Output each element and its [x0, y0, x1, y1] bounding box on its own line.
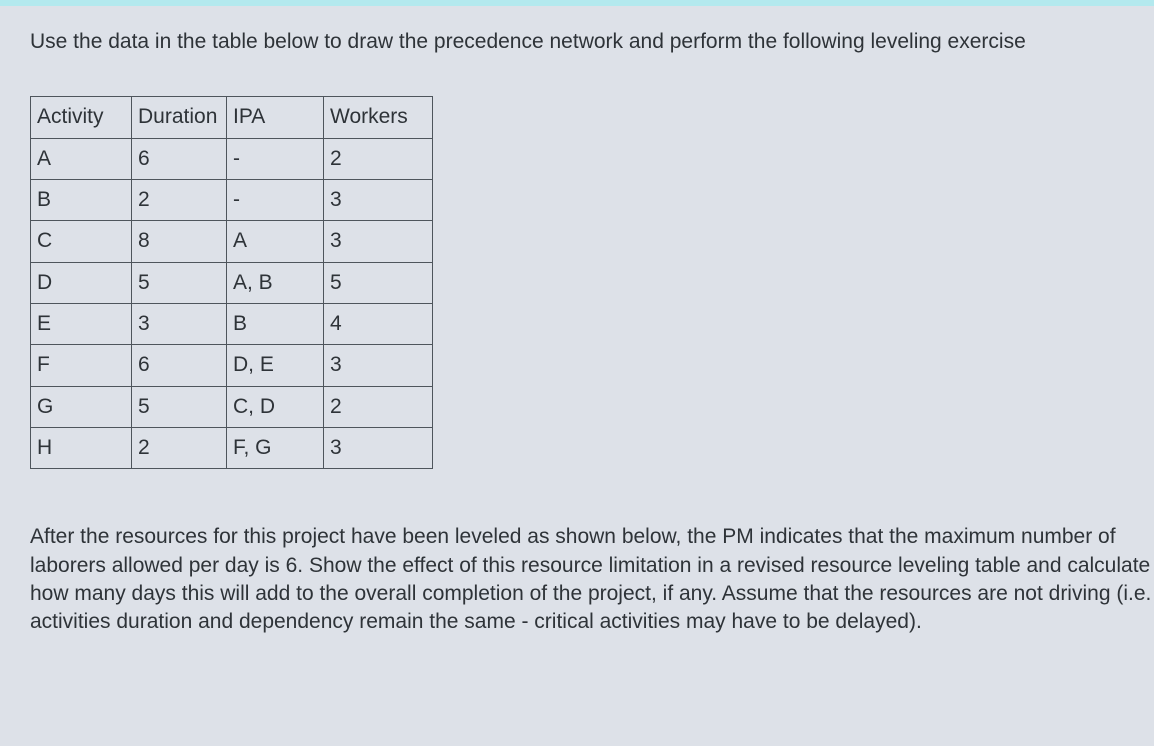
col-header-duration: Duration [132, 97, 227, 138]
cell-activity: C [31, 221, 132, 262]
cell-duration: 6 [132, 345, 227, 386]
cell-ipa: C, D [227, 386, 324, 427]
cell-ipa: - [227, 180, 324, 221]
table-row: G 5 C, D 2 [31, 386, 433, 427]
cell-ipa: A [227, 221, 324, 262]
table-row: B 2 - 3 [31, 180, 433, 221]
cell-ipa: A, B [227, 262, 324, 303]
cell-workers: 2 [324, 386, 433, 427]
cell-workers: 3 [324, 428, 433, 469]
table-row: H 2 F, G 3 [31, 428, 433, 469]
cell-activity: H [31, 428, 132, 469]
cell-ipa: D, E [227, 345, 324, 386]
cell-workers: 3 [324, 345, 433, 386]
cell-workers: 2 [324, 138, 433, 179]
cell-duration: 2 [132, 428, 227, 469]
activity-table: Activity Duration IPA Workers A 6 - 2 B … [30, 96, 433, 469]
cell-duration: 3 [132, 304, 227, 345]
col-header-ipa: IPA [227, 97, 324, 138]
intro-paragraph: Use the data in the table below to draw … [30, 28, 1154, 56]
col-header-workers: Workers [324, 97, 433, 138]
cell-duration: 8 [132, 221, 227, 262]
cell-duration: 2 [132, 180, 227, 221]
cell-ipa: - [227, 138, 324, 179]
cell-workers: 3 [324, 180, 433, 221]
cell-duration: 6 [132, 138, 227, 179]
cell-workers: 4 [324, 304, 433, 345]
cell-ipa: F, G [227, 428, 324, 469]
cell-duration: 5 [132, 262, 227, 303]
table-row: A 6 - 2 [31, 138, 433, 179]
followup-paragraph: After the resources for this project hav… [30, 523, 1154, 636]
cell-activity: G [31, 386, 132, 427]
cell-activity: E [31, 304, 132, 345]
table-row: F 6 D, E 3 [31, 345, 433, 386]
cell-duration: 5 [132, 386, 227, 427]
table-row: D 5 A, B 5 [31, 262, 433, 303]
cell-activity: D [31, 262, 132, 303]
cell-ipa: B [227, 304, 324, 345]
cell-activity: B [31, 180, 132, 221]
table-row: C 8 A 3 [31, 221, 433, 262]
cell-activity: F [31, 345, 132, 386]
table-header-row: Activity Duration IPA Workers [31, 97, 433, 138]
cell-activity: A [31, 138, 132, 179]
col-header-activity: Activity [31, 97, 132, 138]
table-row: E 3 B 4 [31, 304, 433, 345]
document-body: Use the data in the table below to draw … [0, 6, 1154, 746]
cell-workers: 5 [324, 262, 433, 303]
cell-workers: 3 [324, 221, 433, 262]
